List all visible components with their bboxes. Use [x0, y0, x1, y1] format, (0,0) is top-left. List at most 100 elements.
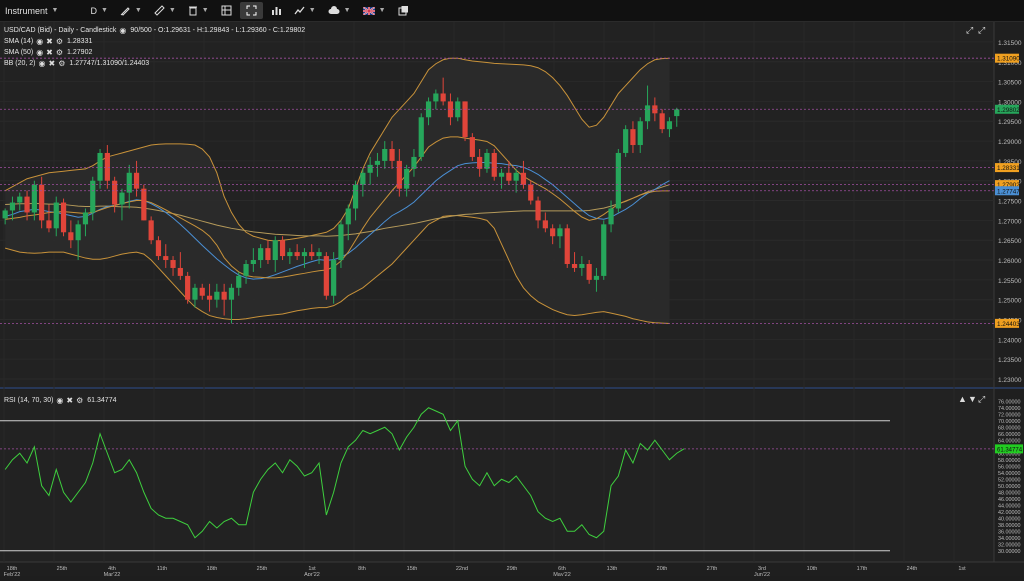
pane-down-icon[interactable]: ▼: [968, 394, 977, 404]
price-tag-label: 1.27902: [997, 182, 1020, 189]
candle: [9, 196, 16, 221]
candle-body: [608, 208, 614, 225]
gear-icon[interactable]: ⚙: [55, 48, 64, 57]
candle: [542, 212, 548, 233]
language-button[interactable]: ▼: [357, 0, 392, 21]
candle-body: [163, 256, 169, 261]
candle-body: [53, 202, 59, 229]
candle-body: [309, 252, 315, 257]
eye-icon[interactable]: ◉: [38, 59, 46, 68]
layout-button[interactable]: [215, 0, 238, 21]
candle: [46, 204, 52, 233]
gear-icon[interactable]: ⚙: [58, 59, 66, 68]
candle: [396, 149, 402, 197]
candle: [637, 117, 643, 153]
candle-body: [535, 200, 541, 221]
pane-up-icon[interactable]: ▲: [958, 394, 967, 404]
rsi-tick-label: 74.00000: [998, 406, 1020, 412]
popout-button[interactable]: [392, 0, 415, 21]
candle: [382, 141, 388, 169]
candle: [389, 141, 395, 169]
candle: [352, 180, 359, 221]
candle-body: [155, 240, 162, 257]
candle: [155, 236, 162, 261]
candle: [316, 248, 322, 264]
candle-body: [287, 252, 293, 257]
close-icon[interactable]: ✖: [48, 59, 56, 68]
rsi-axis-ticks: 76.0000074.0000072.0000070.0000068.00000…: [998, 399, 1020, 555]
time-tick-label: 24th: [907, 566, 918, 572]
candle-body: [506, 172, 512, 181]
time-tick-label: 1st: [308, 566, 316, 572]
candle-body: [221, 291, 227, 300]
fullscreen-button[interactable]: [239, 2, 263, 19]
candle-body: [360, 172, 366, 185]
chart-area[interactable]: 1.31500 1.31000 1.30500 1.30000 1.29500 1.290…: [0, 22, 1024, 578]
chart-type-button[interactable]: [265, 0, 288, 21]
eye-icon[interactable]: ◉: [36, 48, 44, 57]
price-tick-label: 1.23500: [998, 357, 1022, 364]
time-tick-label: Mar'22: [104, 572, 121, 576]
price-tag-label: 1.27747: [997, 188, 1020, 195]
candle-body: [97, 152, 103, 181]
candle: [484, 149, 490, 173]
expand-icon: [246, 5, 257, 16]
gear-icon[interactable]: ⚙: [76, 396, 84, 405]
price-tick-label: 1.24000: [998, 337, 1022, 344]
close-icon[interactable]: ✖: [46, 37, 53, 46]
price-tick-label: 1.25500: [998, 278, 1022, 285]
candle: [97, 149, 103, 189]
candle-body: [9, 202, 16, 211]
candle-body: [593, 275, 600, 280]
rsi-tick-label: 72.00000: [998, 412, 1020, 418]
candle: [498, 168, 505, 189]
candle: [250, 248, 256, 272]
close-icon[interactable]: ✖: [66, 396, 74, 405]
candle-body: [418, 117, 424, 157]
candle-body: [250, 260, 256, 264]
time-tick-label: 13th: [607, 566, 618, 572]
candle: [586, 260, 592, 284]
candle-body: [447, 101, 454, 118]
price-tag-box: [995, 104, 1019, 114]
instrument-selector[interactable]: Instrument ▼: [0, 0, 64, 21]
candle: [674, 107, 680, 127]
candle: [418, 113, 424, 161]
time-tick-label: Feb'22: [4, 572, 21, 576]
gear-icon[interactable]: ⚙: [55, 37, 64, 46]
expand-pane-icon[interactable]: ⤢: [966, 25, 974, 35]
candle-body: [586, 264, 592, 280]
drawing-tool-button[interactable]: ▼: [114, 0, 148, 21]
candle: [206, 283, 213, 312]
candle: [199, 283, 205, 300]
eye-icon[interactable]: ◉: [119, 26, 127, 35]
pane-expand-icon[interactable]: ⤢: [978, 394, 986, 404]
rsi-tick-label: 52.00000: [998, 477, 1020, 483]
candle: [652, 97, 658, 122]
price-tick-label: 1.26000: [998, 258, 1022, 265]
chart-canvas[interactable]: 1.31500 1.31000 1.30500 1.30000 1.29500 1.290…: [0, 22, 1024, 578]
legend-sma14-label: SMA (14): [4, 38, 34, 45]
candle: [236, 271, 242, 296]
time-tick-label: 1st: [958, 566, 966, 572]
rsi-tick-label: 64.00000: [998, 438, 1020, 444]
indicators-button[interactable]: ▼: [288, 0, 322, 21]
candle: [31, 180, 37, 221]
ruler-tool-button[interactable]: ▼: [148, 0, 182, 21]
eye-icon[interactable]: ◉: [56, 396, 64, 405]
candle: [644, 85, 651, 130]
legend-bb-value: 1.27747/1.31090/1.24403: [69, 60, 150, 67]
theme-button[interactable]: ▼: [322, 0, 357, 21]
price-tick-label: 1.28500: [998, 159, 1022, 166]
chevron-down-icon: ▼: [168, 7, 176, 14]
timeframe-selector[interactable]: D ▼: [84, 0, 113, 21]
candle: [228, 283, 235, 324]
time-tick-label: 27th: [707, 566, 718, 572]
eye-icon[interactable]: ◉: [36, 37, 44, 46]
candle: [192, 283, 198, 308]
close-icon[interactable]: ✖: [46, 48, 53, 57]
delete-tool-button[interactable]: ▼: [182, 0, 215, 21]
candle: [112, 176, 118, 213]
settings-pane-icon[interactable]: ⤢: [978, 25, 986, 35]
